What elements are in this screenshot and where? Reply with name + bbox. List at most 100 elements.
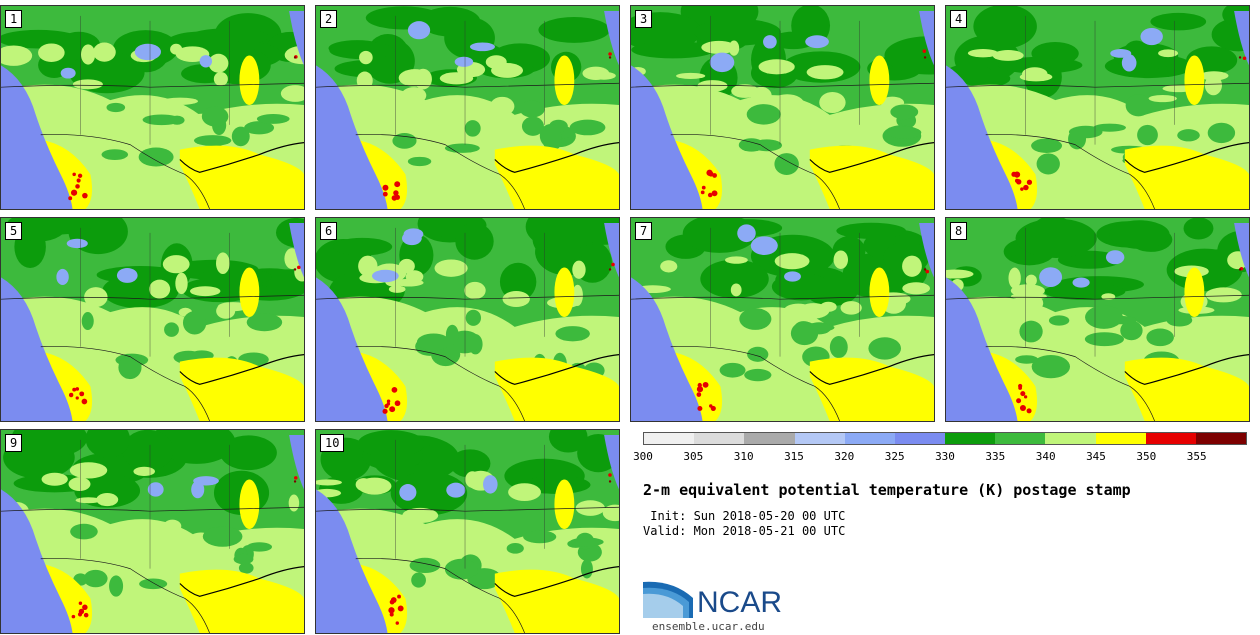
map-panel: 5 bbox=[0, 217, 305, 422]
red-hotspot bbox=[75, 184, 80, 189]
colorbar-tick-label: 325 bbox=[884, 450, 905, 463]
green-patch bbox=[1120, 320, 1143, 341]
lake bbox=[403, 228, 424, 240]
green-patch bbox=[1207, 122, 1236, 144]
lake bbox=[1072, 277, 1090, 288]
map-canvas bbox=[946, 6, 1249, 209]
green-patch bbox=[1093, 123, 1126, 132]
atlantic-ocean bbox=[604, 10, 619, 66]
green-patch bbox=[83, 569, 108, 588]
gulf-coastline bbox=[1124, 354, 1249, 385]
lake bbox=[750, 236, 778, 256]
green-patch bbox=[231, 126, 250, 147]
border-line bbox=[670, 134, 840, 209]
map-panel: 2 bbox=[315, 5, 620, 210]
red-hotspot bbox=[79, 391, 85, 397]
border-line bbox=[355, 346, 525, 421]
yellow-region-east bbox=[554, 479, 575, 530]
gulf-coastline bbox=[494, 566, 619, 597]
yellow-region bbox=[494, 569, 619, 633]
panel-number: 9 bbox=[5, 434, 23, 452]
dark-green-region bbox=[157, 430, 236, 464]
border-line bbox=[355, 558, 525, 633]
green-patch bbox=[81, 312, 94, 331]
colorbar-tick-label: 340 bbox=[1035, 450, 1056, 463]
dark-green-region bbox=[85, 430, 130, 458]
dark-red-hotspot bbox=[608, 268, 612, 271]
light-green-patch bbox=[93, 42, 116, 62]
dark-green-region bbox=[444, 17, 495, 59]
panel-number: 4 bbox=[950, 10, 968, 28]
light-green-patch bbox=[41, 472, 68, 486]
lake bbox=[469, 42, 495, 52]
dark-green-region bbox=[329, 41, 395, 60]
atlantic-ocean bbox=[289, 10, 304, 66]
light-green-patch bbox=[660, 260, 678, 273]
green-patch bbox=[738, 138, 765, 152]
green-patch bbox=[521, 116, 544, 136]
border-line bbox=[355, 134, 525, 209]
map-panel: 3 bbox=[630, 5, 935, 210]
lake bbox=[399, 484, 417, 501]
atlantic-ocean bbox=[919, 10, 934, 66]
state-lines bbox=[710, 15, 860, 145]
dark-green-region bbox=[548, 430, 588, 453]
red-hotspot bbox=[386, 402, 391, 406]
red-hotspot bbox=[389, 612, 394, 617]
red-hotspot bbox=[707, 192, 713, 198]
green-patch bbox=[233, 553, 254, 565]
light-green-patch bbox=[1205, 287, 1242, 303]
green-patch bbox=[204, 527, 227, 544]
pacific-ocean bbox=[1, 277, 73, 421]
lake bbox=[372, 269, 399, 283]
state-lines bbox=[395, 15, 545, 145]
red-hotspot bbox=[389, 599, 395, 605]
red-hotspot bbox=[393, 190, 399, 196]
red-hotspot bbox=[1018, 386, 1023, 390]
green-patch bbox=[409, 557, 441, 574]
light-green-patch bbox=[1010, 292, 1047, 300]
green-patch bbox=[1031, 138, 1063, 153]
green-patch bbox=[739, 308, 772, 330]
red-hotspot bbox=[382, 408, 388, 414]
green-patch bbox=[142, 114, 181, 126]
green-patch bbox=[444, 143, 480, 153]
light-green-patch bbox=[1029, 120, 1065, 134]
green-patch bbox=[519, 100, 545, 118]
colorbar-cell bbox=[844, 433, 895, 444]
light-green-patch bbox=[840, 301, 862, 315]
light-green-patch bbox=[485, 55, 507, 69]
light-green-patch bbox=[218, 323, 255, 344]
red-hotspot bbox=[700, 190, 705, 195]
yellow-region-east bbox=[239, 267, 260, 318]
panel-number: 2 bbox=[320, 10, 338, 28]
light-green-patch bbox=[1091, 348, 1119, 358]
dark-green-region bbox=[455, 222, 494, 260]
gulf-coastline bbox=[1124, 142, 1249, 173]
red-hotspot bbox=[1026, 408, 1032, 414]
gulf-coastline bbox=[179, 142, 304, 173]
green-patch bbox=[101, 149, 129, 161]
yellow-region bbox=[494, 357, 619, 421]
site-url: ensemble.ucar.edu bbox=[652, 620, 765, 633]
red-hotspot bbox=[81, 398, 88, 405]
light-green-patch bbox=[1025, 274, 1037, 287]
green-patch bbox=[164, 322, 179, 337]
red-hotspot bbox=[702, 381, 709, 388]
light-green-patch bbox=[902, 255, 922, 277]
gulf-coastline bbox=[179, 354, 304, 385]
pacific-ocean bbox=[316, 277, 388, 421]
map-panel: 7 bbox=[630, 217, 935, 422]
colorbar-cell bbox=[1095, 433, 1146, 444]
atlantic-ocean bbox=[289, 434, 304, 490]
pacific-ocean bbox=[946, 277, 1018, 421]
light-green-patch bbox=[691, 327, 727, 341]
red-hotspot bbox=[696, 392, 702, 397]
red-hotspot bbox=[1020, 187, 1024, 191]
green-patch bbox=[1146, 328, 1174, 347]
light-green-patch bbox=[487, 319, 509, 331]
red-hotspot bbox=[711, 190, 718, 197]
state-lines bbox=[80, 15, 230, 145]
state-lines bbox=[395, 227, 545, 357]
map-panel: 1 bbox=[0, 5, 305, 210]
